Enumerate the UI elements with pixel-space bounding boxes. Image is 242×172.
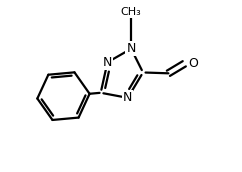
Text: N: N (103, 56, 112, 69)
Text: CH₃: CH₃ (121, 7, 142, 18)
Text: N: N (127, 42, 136, 55)
Text: O: O (188, 57, 198, 70)
Text: N: N (123, 91, 132, 104)
